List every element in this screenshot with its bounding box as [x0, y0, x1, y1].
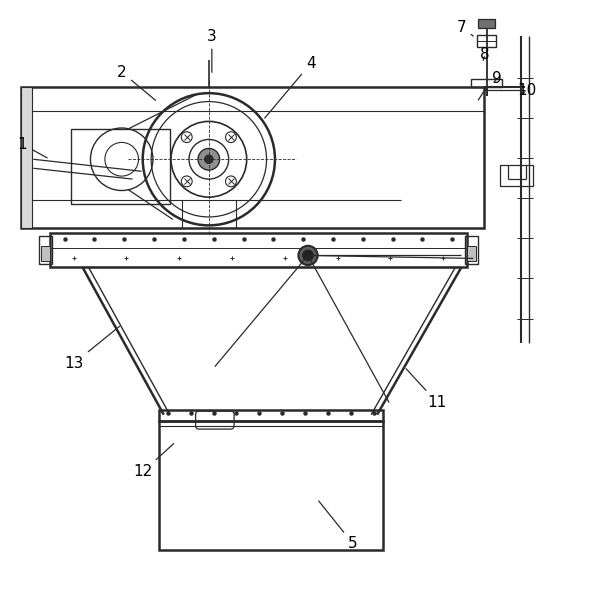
Bar	[500, 165, 533, 186]
Text: 9: 9	[492, 71, 502, 85]
Bar	[467, 246, 476, 261]
Bar	[159, 410, 382, 421]
Text: 5: 5	[319, 501, 358, 551]
Text: 2: 2	[117, 65, 156, 100]
Text: 7: 7	[456, 20, 473, 36]
Bar	[472, 79, 501, 87]
Text: 8: 8	[481, 47, 490, 61]
Text: 11: 11	[406, 368, 447, 410]
Bar	[465, 236, 478, 264]
Bar	[41, 246, 49, 261]
Circle shape	[204, 155, 213, 163]
Circle shape	[198, 148, 220, 170]
Text: 12: 12	[133, 444, 174, 479]
Bar	[478, 19, 495, 28]
Bar	[477, 35, 496, 47]
Bar	[39, 236, 52, 264]
Bar	[71, 129, 170, 204]
Text: 4: 4	[265, 56, 316, 118]
Bar	[21, 87, 484, 228]
Circle shape	[298, 246, 318, 265]
Bar	[49, 233, 467, 267]
Circle shape	[303, 250, 314, 261]
Text: 1: 1	[18, 137, 47, 158]
Bar	[159, 421, 382, 550]
Text: 3: 3	[207, 29, 217, 72]
Text: 13: 13	[64, 326, 120, 371]
Text: 10: 10	[518, 83, 537, 97]
Bar	[21, 87, 32, 228]
